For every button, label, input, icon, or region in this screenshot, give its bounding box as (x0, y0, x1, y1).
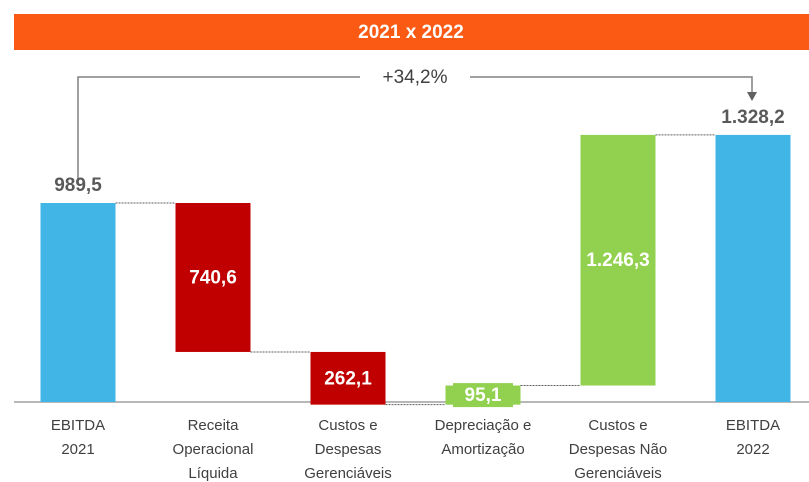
bar (715, 134, 791, 402)
value-label: 989,5 (54, 175, 102, 196)
x-tick-label: Despesas (315, 441, 382, 458)
x-tick-label: 2022 (736, 441, 769, 458)
x-tick-label: Receita (188, 417, 240, 434)
arrow-head (747, 92, 757, 101)
x-tick-label: Despesas Não (569, 441, 667, 458)
chart-title: 2021 x 2022 (358, 22, 464, 43)
bar (310, 351, 386, 405)
value-label: 95,1 (465, 385, 502, 406)
value-label: 1.246,3 (586, 250, 649, 271)
bar (175, 203, 251, 352)
x-tick-label: Amortização (441, 441, 524, 458)
value-label: 740,6 (189, 267, 237, 288)
x-tick-label: EBITDA (51, 417, 105, 434)
x-tick-label: Operacional (173, 441, 254, 458)
x-tick-label: 2021 (61, 441, 94, 458)
x-tick-label: Gerenciáveis (304, 465, 392, 482)
value-label: 262,1 (324, 368, 372, 389)
growth-annotation: +34,2% (383, 67, 448, 88)
title-banner (14, 14, 809, 50)
x-tick-label: Líquida (188, 465, 238, 482)
bar (580, 134, 656, 386)
x-tick-label: Gerenciáveis (574, 465, 662, 482)
label-bg (453, 383, 513, 408)
value-label: 1.328,2 (721, 107, 784, 128)
bar (40, 203, 116, 402)
x-tick-label: Depreciação e (435, 417, 532, 434)
growth-bracket (77, 76, 753, 185)
x-tick-label: EBITDA (726, 417, 780, 434)
x-tick-label: Custos e (588, 417, 647, 434)
x-tick-label: Custos e (318, 417, 377, 434)
